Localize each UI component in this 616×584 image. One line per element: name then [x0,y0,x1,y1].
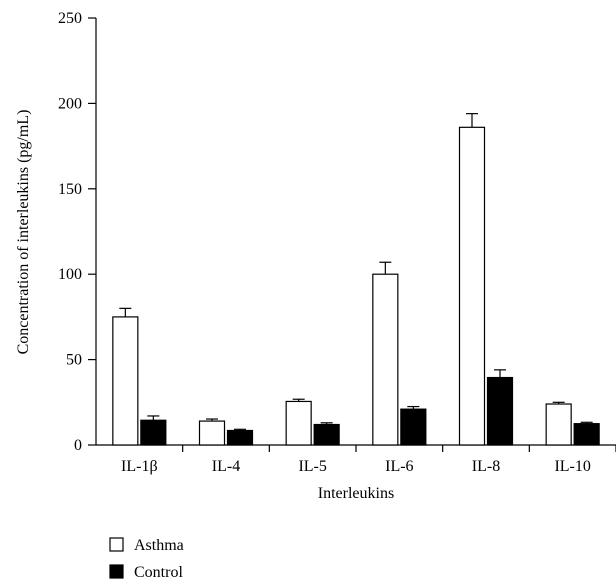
bar-asthma-1 [198,420,226,446]
y-tick-label-100: 100 [58,266,82,283]
legend-item-asthma: Asthma [109,537,184,554]
x-tick-label-5: IL-10 [554,458,590,475]
bar-control-2 [313,423,340,446]
legend-label-asthma: Asthma [134,537,184,554]
axes [95,18,616,446]
x-tick-label-3: IL-6 [385,458,413,475]
y-ticks: 0 50 100 150 200 250 [58,10,96,454]
bar-control-4 [486,376,514,446]
y-tick-label-250: 250 [58,10,82,27]
y-tick-label-50: 50 [66,352,82,369]
error-bars [119,113,593,431]
bar-control-0 [140,419,167,446]
bar-asthma-0 [112,316,139,446]
x-tick-label-4: IL-8 [472,458,500,475]
legend-swatch-control [109,564,124,579]
legend: Asthma Control [109,537,184,581]
bar-asthma-5 [545,403,572,446]
x-tick-label-1: IL-4 [212,458,240,475]
legend-label-control: Control [134,564,183,581]
bar-control-5 [573,423,600,446]
y-tick-label-150: 150 [58,181,82,198]
bar-control-1 [226,429,254,446]
x-tick-label-0: IL-1β [121,458,158,475]
y-tick-label-0: 0 [74,437,82,454]
bar-control-3 [400,408,427,446]
bar-asthma-3 [372,273,399,446]
legend-swatch-asthma [109,537,124,552]
x-axis-title: Interleukins [318,485,394,502]
legend-item-control: Control [109,564,183,581]
bar-asthma-2 [285,400,312,446]
bar-asthma-4 [458,126,486,446]
x-tick-label-2: IL-5 [298,458,326,475]
x-ticks: IL-1β IL-4 IL-5 IL-6 IL-8 IL-10 [121,445,616,475]
y-axis-title: Concentration of interleukins (pg/mL) [15,110,32,355]
y-tick-label-200: 200 [58,95,82,112]
bars [112,126,600,446]
